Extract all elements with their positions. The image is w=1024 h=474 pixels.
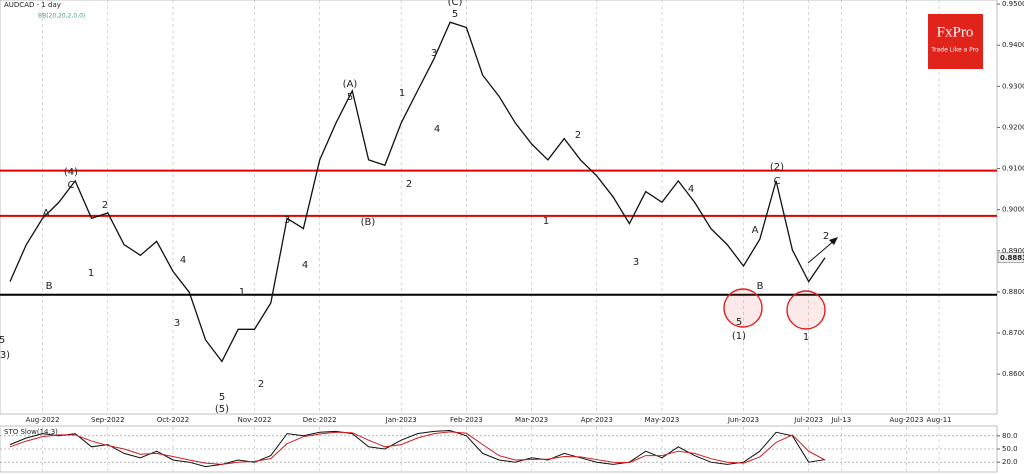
wave-label: 4	[180, 255, 186, 266]
wave-label: 1	[399, 88, 405, 99]
grid	[0, 0, 997, 471]
wave-label: (1)	[732, 331, 746, 342]
wave-label: (B)	[361, 217, 376, 228]
logo-brand: FxPro	[937, 24, 974, 40]
series-line	[9, 431, 826, 465]
highlight-circle	[723, 288, 763, 328]
x-tick-label: Aug-11	[927, 416, 952, 424]
x-tick-label: Oct-2022	[157, 416, 189, 424]
wave-label: 2	[823, 231, 829, 242]
wave-label: 2	[575, 130, 581, 141]
y-tick-label: 20.0	[1002, 458, 1018, 466]
wave-label: 1	[803, 332, 809, 343]
x-tick-label: Apr-2023	[581, 416, 613, 424]
x-tick-label: Aug-2022	[26, 416, 60, 424]
wave-label: B	[46, 281, 53, 292]
wave-label: 1	[543, 216, 549, 227]
wave-label: (C)	[448, 0, 463, 8]
wave-label: 4	[302, 260, 308, 271]
projection-arrow	[807, 239, 836, 264]
wave-label: B	[757, 281, 764, 292]
x-tick-label: Sep-2022	[91, 416, 125, 424]
arrow-head	[829, 237, 838, 245]
stochastic-panel	[0, 425, 998, 473]
current-price-label: 0.8883	[1000, 254, 1024, 262]
x-tick-label: Feb-2023	[450, 416, 483, 424]
wave-label: A	[752, 225, 759, 236]
wave-label: 5	[219, 392, 225, 403]
x-tick-label: May-2023	[645, 416, 680, 424]
wave-label: 5	[736, 317, 742, 328]
wave-label: 3	[633, 257, 639, 268]
stochastic-title: STO Slow(14,3)	[4, 428, 58, 436]
wave-label: 1	[88, 268, 94, 279]
wave-label: 4	[434, 124, 440, 135]
wave-label: A	[43, 208, 50, 219]
x-tick-label: Dec-2022	[303, 416, 337, 424]
indicator-label: BB(20,20,2,0,0)	[38, 13, 85, 20]
wave-label: 3	[284, 215, 290, 226]
x-tick-label: Jul-2023	[793, 416, 823, 424]
wave-label: 5	[452, 9, 458, 20]
wave-label: C	[68, 180, 75, 191]
y-tick-label: 50.0	[1002, 445, 1018, 453]
wave-label: (2)	[770, 162, 784, 173]
logo	[928, 14, 983, 69]
main-panel	[0, 0, 998, 415]
wave-label: 5	[347, 92, 353, 103]
highlight-circle	[786, 290, 826, 330]
series-line	[9, 21, 826, 363]
wave-label: (4)	[64, 167, 78, 178]
x-tick-label: Mar-2023	[515, 416, 548, 424]
y-tick-label: 80.0	[1002, 432, 1018, 440]
x-tick-label: Aug-2023	[889, 416, 923, 424]
chart-title: AUDCAD - 1 day	[4, 1, 61, 9]
x-tick-label: Jul-13	[830, 416, 851, 424]
x-tick-label: Jan-2023	[385, 416, 417, 424]
wave-label: (A)	[343, 79, 358, 90]
current-price-box	[997, 252, 1024, 264]
wave-label: 4	[688, 184, 694, 195]
y-tick-label: 0.9500	[1002, 0, 1024, 8]
wave-label: (5)	[215, 404, 229, 415]
x-tick-label: Jun-2023	[727, 416, 759, 424]
wave-label: 3	[174, 318, 180, 329]
wave-label: 2	[102, 200, 108, 211]
plot	[0, 21, 997, 468]
wave-label: 2	[258, 379, 264, 390]
logo-tagline: Trade Like a Pro	[930, 47, 979, 54]
x-tick-label: Nov-2022	[238, 416, 272, 424]
wave-label: C	[774, 176, 781, 187]
wave-label: (3)	[0, 350, 10, 361]
wave-label: 1	[239, 287, 245, 298]
wave-label: 3	[431, 48, 437, 59]
wave-label: 2	[406, 179, 412, 190]
wave-label: 5	[0, 335, 5, 346]
